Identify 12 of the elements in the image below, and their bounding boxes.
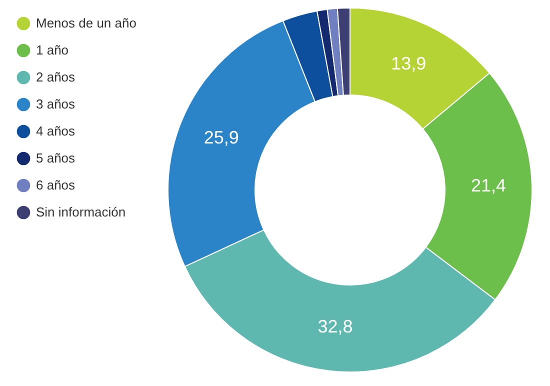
legend-label: 1 año <box>36 42 69 58</box>
legend-label: 5 años <box>36 150 76 166</box>
data-label: 21,4 <box>470 176 506 196</box>
legend-label: 4 años <box>36 124 76 138</box>
data-label: 25,9 <box>204 128 239 148</box>
data-label: 32,8 <box>318 316 353 337</box>
data-label: 13,9 <box>391 53 426 74</box>
legend-label: 3 años <box>36 96 76 112</box>
legend-label: 6 años <box>36 178 76 192</box>
legend-label: 2 años <box>36 70 76 84</box>
legend-label: Sin información <box>36 204 126 220</box>
legend-label: Menos de un año <box>36 16 136 30</box>
